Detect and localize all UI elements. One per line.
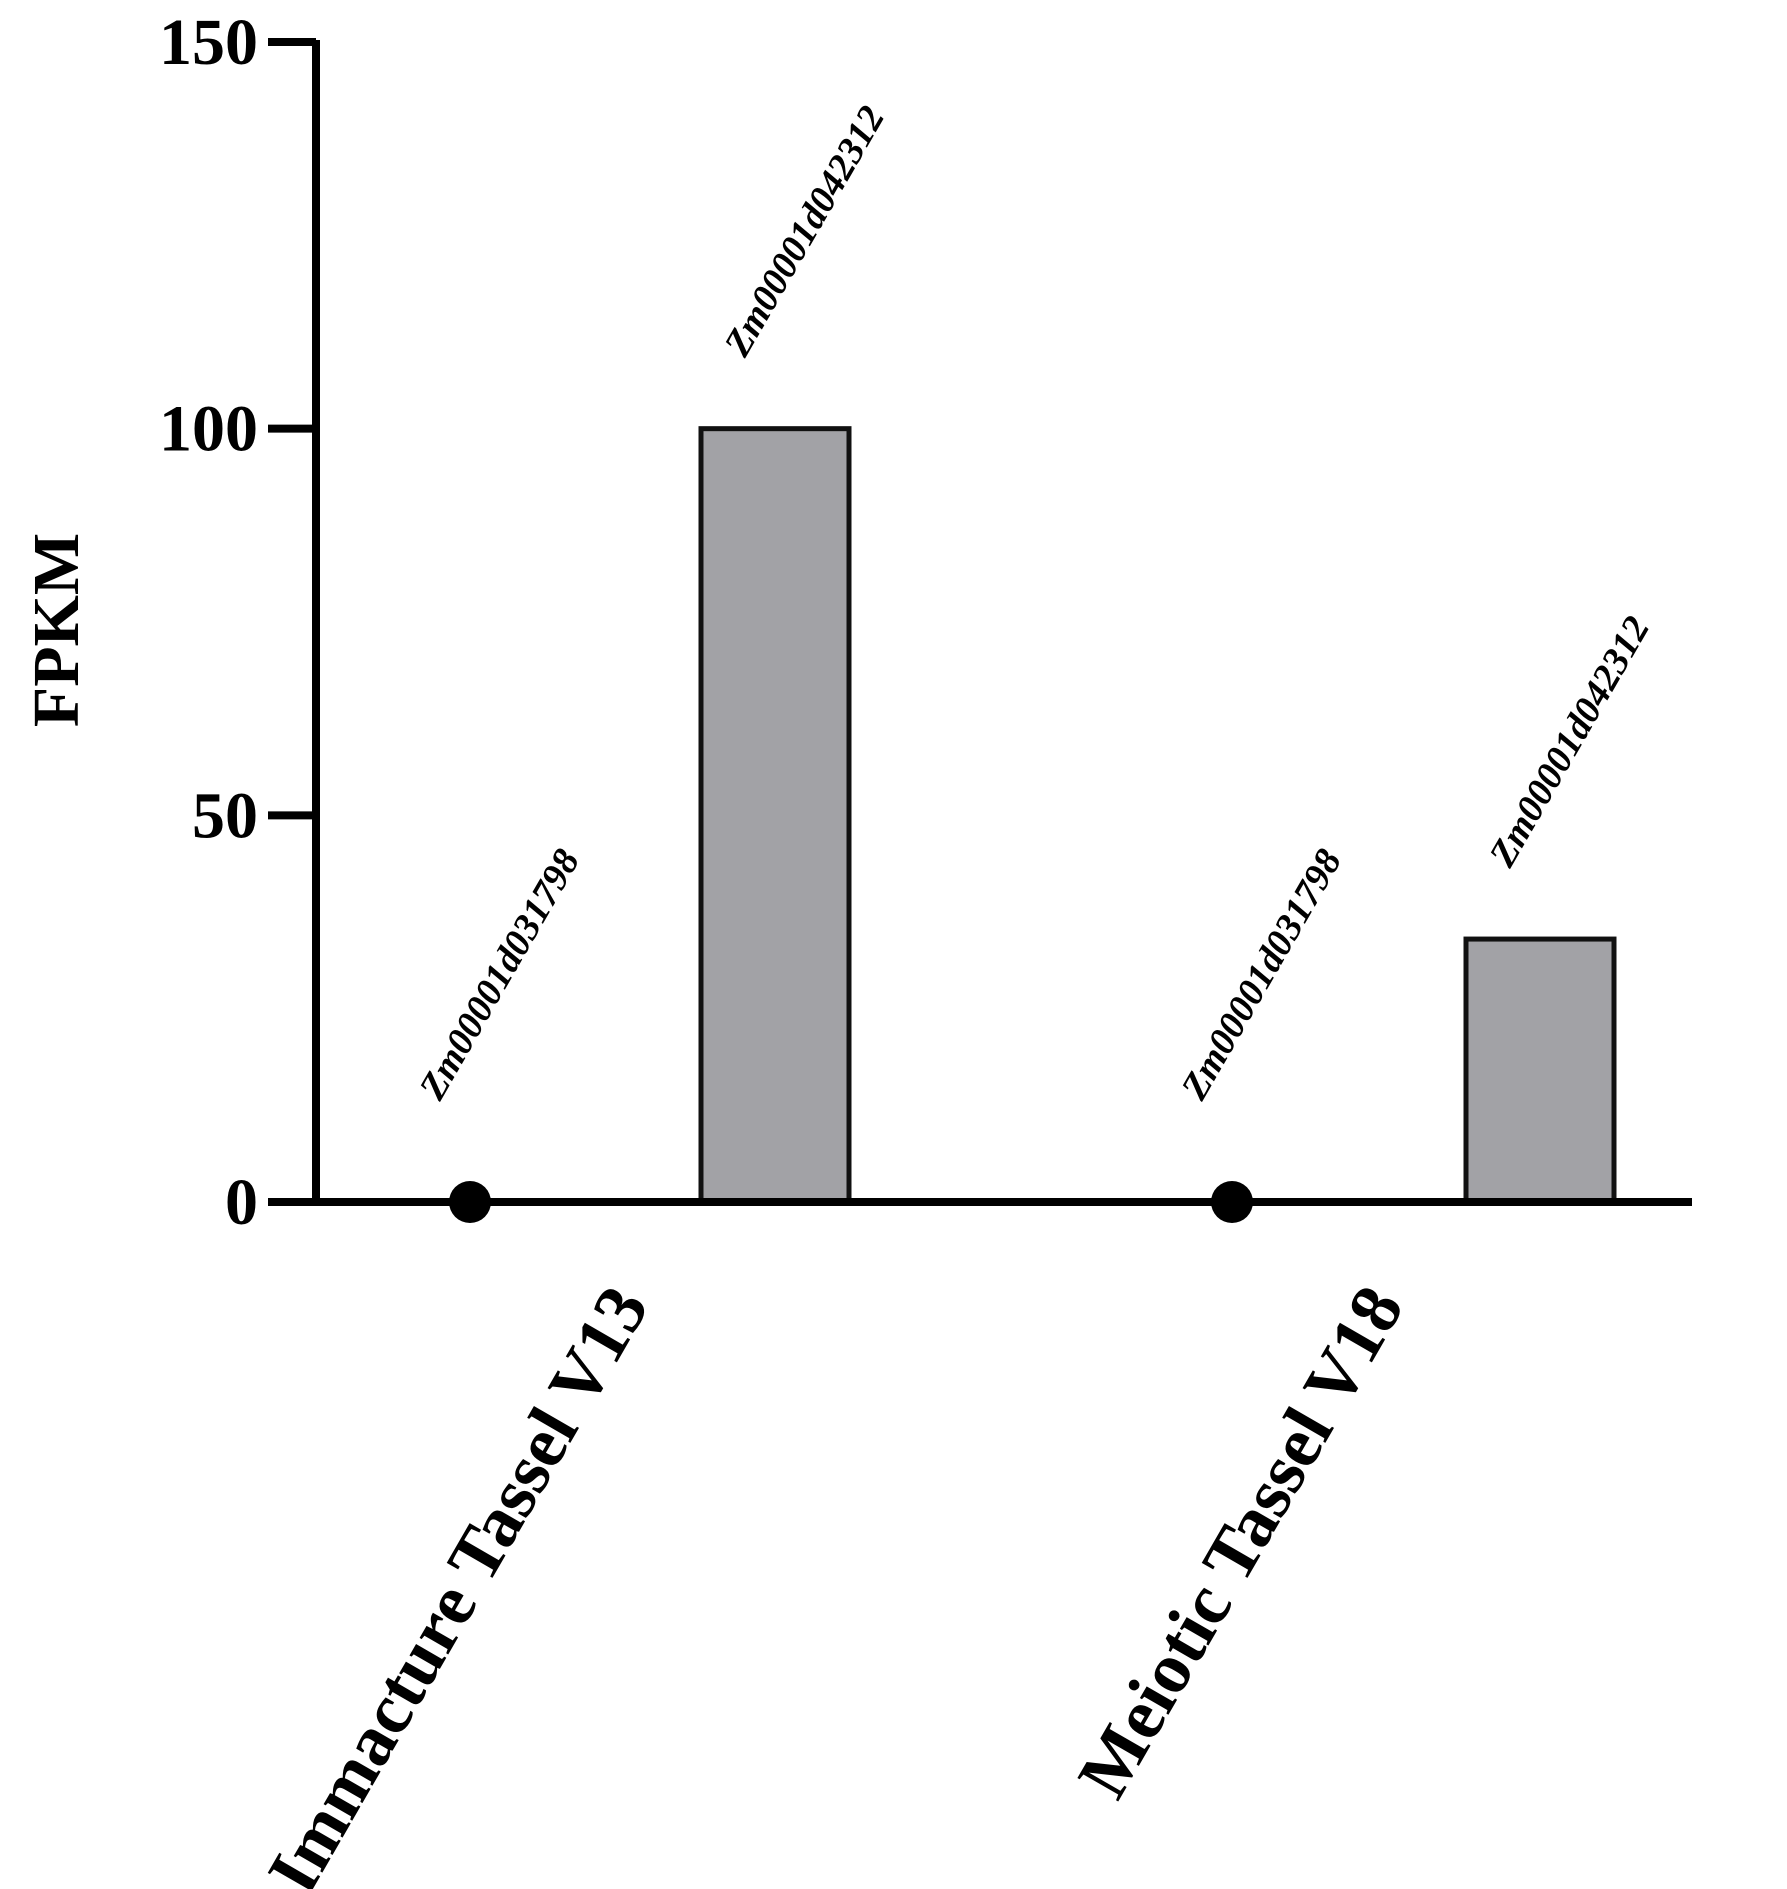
y-tick-label: 50 <box>192 779 258 852</box>
category-label: Meiotic Tassel V18 <box>1062 1273 1419 1811</box>
y-tick-label: 100 <box>159 393 258 466</box>
gene-label: Zm00001d042312 <box>1481 609 1658 874</box>
y-tick-label: 0 <box>225 1166 258 1239</box>
gene-label: Zm00001d031798 <box>1173 842 1350 1107</box>
y-tick-label: 150 <box>159 6 258 79</box>
y-axis: 0 50 100 150 <box>159 6 320 1239</box>
gene-label: Zm00001d042312 <box>716 99 893 364</box>
bar <box>1463 936 1617 1205</box>
category-labels: Immacture Tassel V13 Meiotic Tassel V18 <box>252 1273 1419 1889</box>
category-label: Immacture Tassel V13 <box>252 1273 664 1889</box>
y-axis-label: FPKM <box>20 533 93 727</box>
bars <box>449 426 1617 1223</box>
gene-label: Zm00001d031798 <box>411 842 588 1107</box>
bar <box>698 426 852 1205</box>
